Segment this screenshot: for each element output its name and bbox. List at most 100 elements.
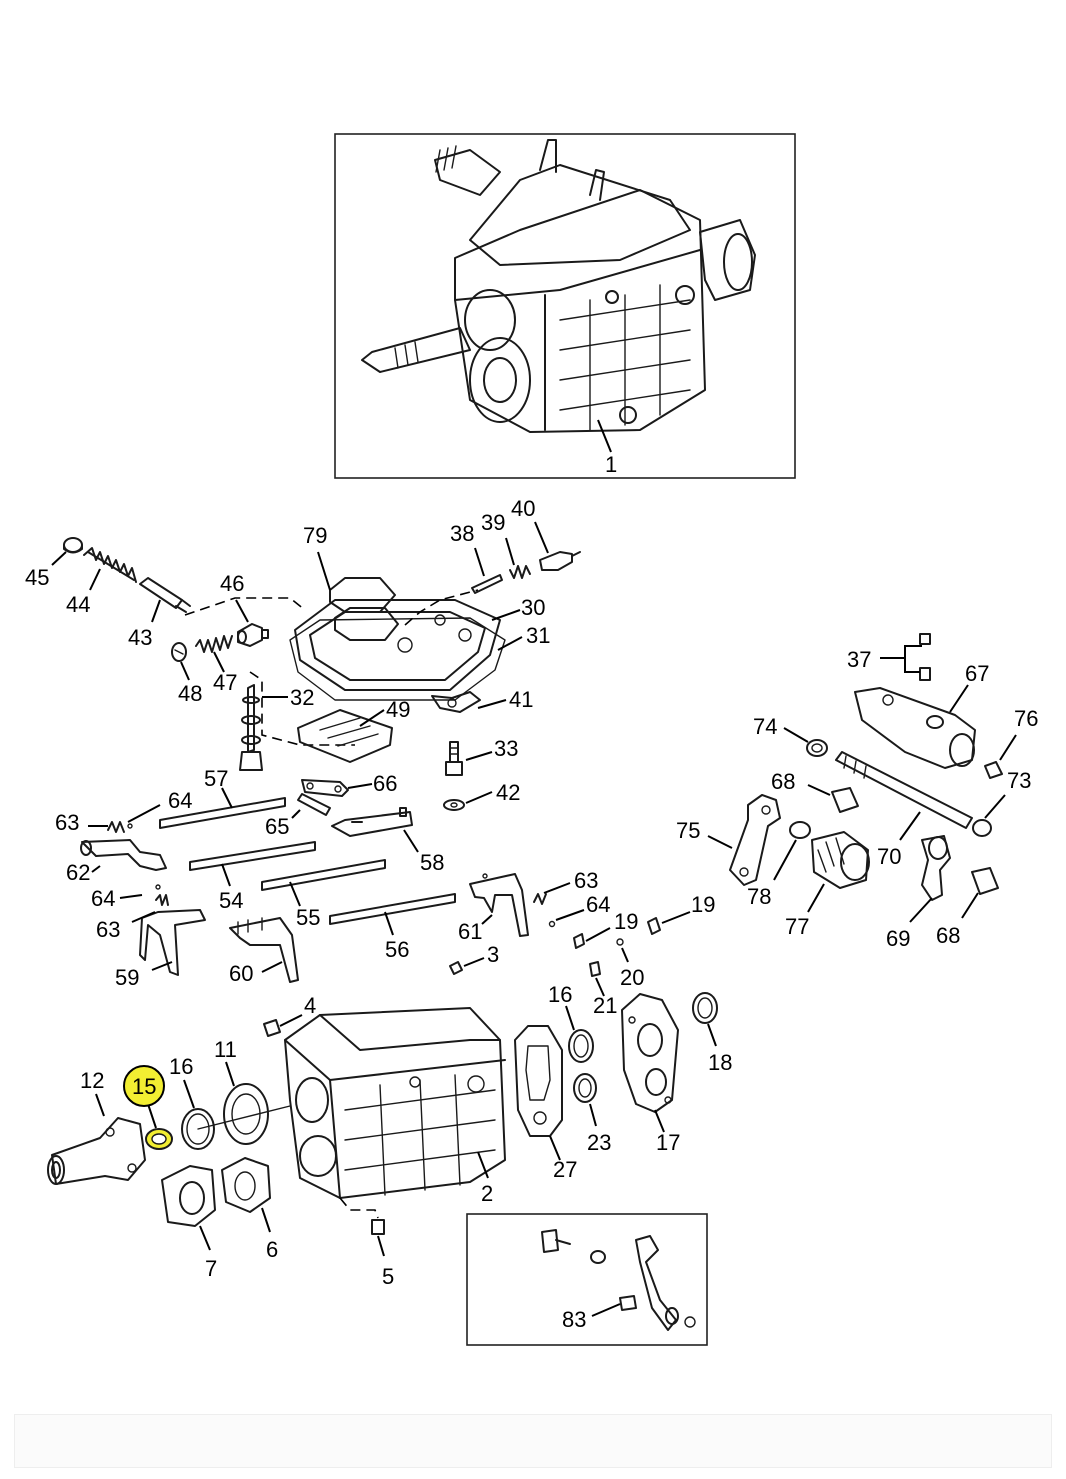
callout-label: 21	[593, 993, 617, 1018]
callout-label: 59	[115, 965, 139, 990]
part-62-lever	[80, 821, 167, 871]
callout-label: 64	[586, 892, 610, 917]
part-17-rear-plate	[621, 993, 679, 1113]
callout-label: 49	[386, 697, 410, 722]
part-61-fork	[469, 873, 556, 937]
part-77-78-boot	[789, 821, 870, 889]
callout-label: 73	[1007, 768, 1031, 793]
part-46-plunger	[237, 623, 269, 647]
callout-label: 38	[450, 521, 474, 546]
callout-label: 42	[496, 780, 520, 805]
callout-label: 63	[96, 917, 120, 942]
callout-label: 47	[213, 670, 237, 695]
callout-label: 27	[553, 1157, 577, 1182]
callout-label: 67	[965, 661, 989, 686]
highlight-callout-circle	[123, 1065, 165, 1107]
callout-label: 54	[219, 888, 243, 913]
callout-label: 78	[747, 884, 771, 909]
callout-label: 19	[614, 909, 638, 934]
callout-label: 37	[847, 647, 871, 672]
callout-label: 45	[25, 565, 49, 590]
callout-label: 68	[771, 769, 795, 794]
part-7-cover	[161, 1165, 216, 1227]
callout-label: 58	[420, 850, 444, 875]
callout-label: 30	[521, 595, 545, 620]
part-11-gasket	[223, 1083, 269, 1145]
callout-label: 66	[373, 771, 397, 796]
callout-label: 62	[66, 860, 90, 885]
callout-label: 83	[562, 1307, 586, 1332]
callout-label: 43	[128, 625, 152, 650]
callout-label: 44	[66, 592, 90, 617]
callout-label: 4	[304, 993, 316, 1018]
callout-label: 60	[229, 961, 253, 986]
callout-label: 16	[548, 982, 572, 1007]
callout-label: 77	[785, 914, 809, 939]
part-74-76-seals	[806, 739, 1003, 837]
callout-label: 41	[509, 687, 533, 712]
part-3-pin	[449, 961, 463, 975]
callout-label: 69	[886, 926, 910, 951]
part-48-screw	[171, 642, 187, 662]
callout-label: 75	[676, 818, 700, 843]
callout-label: 64	[168, 788, 192, 813]
part-6-gasket	[221, 1157, 271, 1213]
part-18-seal	[692, 992, 718, 1024]
part-37-studs	[904, 633, 931, 681]
callout-label: 7	[205, 1256, 217, 1281]
part-15-seal	[145, 1128, 173, 1150]
parts-38-39-40	[471, 551, 581, 594]
shift-rails	[159, 797, 456, 925]
part-47-spring	[195, 635, 233, 653]
part-44-spring	[83, 547, 137, 583]
callout-label: 61	[458, 919, 482, 944]
part-49-plate	[297, 709, 393, 763]
parts-19-20-21	[573, 917, 661, 977]
part-33-fitting	[445, 741, 463, 776]
top-cover-parts	[289, 551, 523, 701]
part-67-extension-housing	[854, 687, 976, 769]
parts-65-66-links	[297, 779, 349, 816]
part-68-bushings	[831, 787, 999, 895]
callout-label: 15	[132, 1074, 156, 1099]
part-4-bolt	[263, 1019, 281, 1037]
callout-label: 55	[296, 905, 320, 930]
callout-label: 68	[936, 923, 960, 948]
footer-band	[14, 1414, 1052, 1468]
callout-label: 63	[574, 868, 598, 893]
part-69-arm	[921, 835, 951, 901]
callout-label: 1	[605, 452, 617, 477]
callout-label: 63	[55, 810, 79, 835]
part-16-snap-ring	[181, 1108, 215, 1150]
part-70-shaft	[835, 751, 973, 829]
part-42-washer	[443, 799, 465, 811]
callout-label: 40	[511, 496, 535, 521]
callout-label: 76	[1014, 706, 1038, 731]
callout-label: 23	[587, 1130, 611, 1155]
part-41-wingnut	[431, 691, 481, 713]
callout-label: 33	[494, 736, 518, 761]
callout-label: 46	[220, 571, 244, 596]
transmission-assembly-illustration	[361, 139, 756, 433]
callout-label: 57	[204, 766, 228, 791]
callout-label: 31	[526, 623, 550, 648]
part-60-fork	[229, 917, 299, 983]
callout-label: 19	[691, 892, 715, 917]
callout-label: 2	[481, 1181, 493, 1206]
part-5-plug	[371, 1219, 385, 1235]
callout-label: 5	[382, 1264, 394, 1289]
callout-label: 48	[178, 681, 202, 706]
callout-label: 16	[169, 1054, 193, 1079]
callout-label: 74	[753, 714, 777, 739]
callout-label: 32	[290, 685, 314, 710]
callout-label: 20	[620, 965, 644, 990]
callout-label: 18	[708, 1050, 732, 1075]
part-2-main-case	[284, 1007, 506, 1199]
callout-label: 65	[265, 814, 289, 839]
callout-label: 64	[91, 886, 115, 911]
shift-lever-inset-frame	[466, 1213, 708, 1346]
callout-label: 6	[266, 1237, 278, 1262]
callout-label: 11	[214, 1037, 237, 1062]
callout-label: 17	[656, 1130, 680, 1155]
